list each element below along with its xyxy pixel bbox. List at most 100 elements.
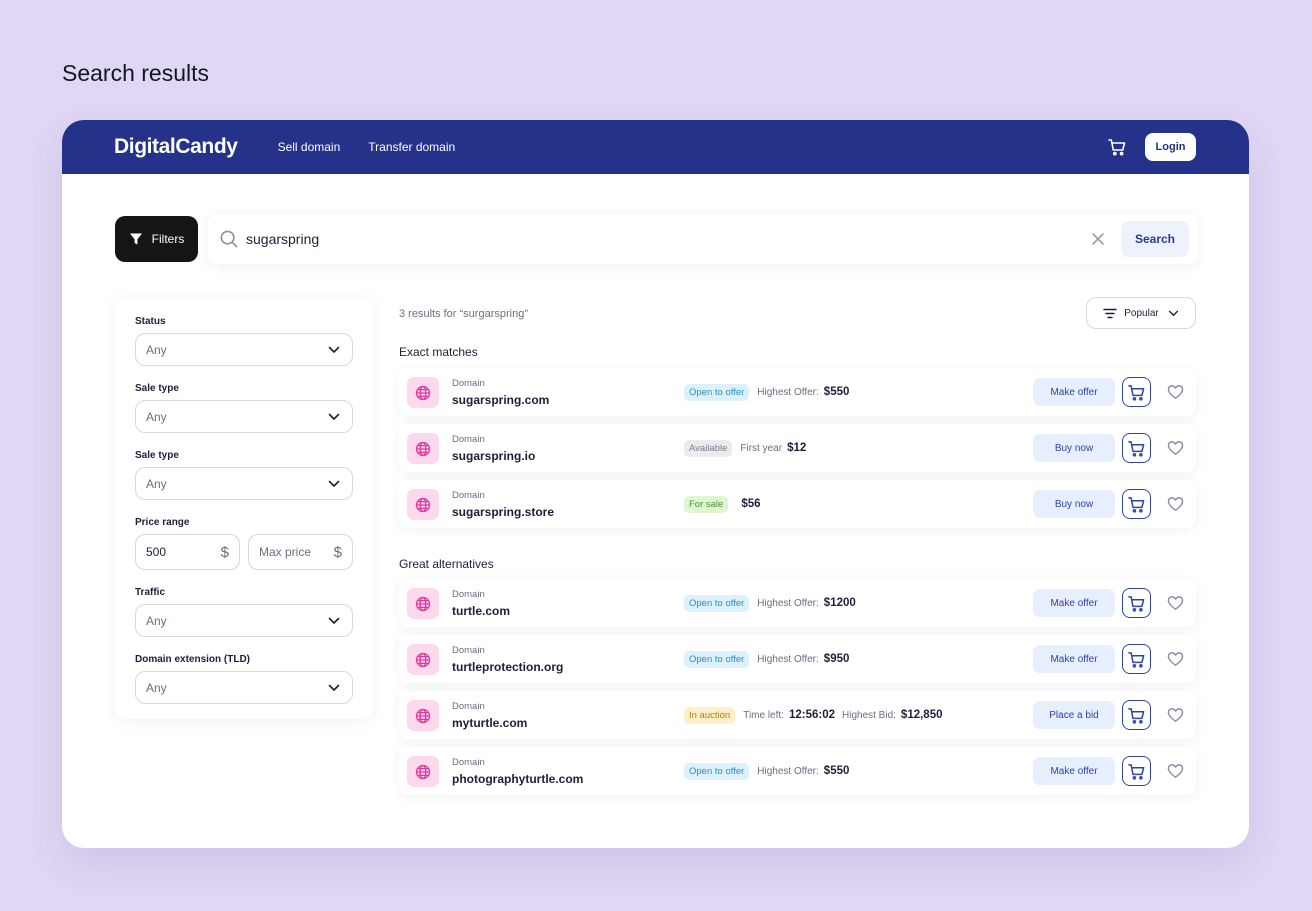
domain-name[interactable]: myturtle.com xyxy=(452,716,528,730)
add-to-cart-button[interactable] xyxy=(1122,489,1151,519)
favorite-heart-icon[interactable] xyxy=(1167,595,1184,611)
filters-label: Filters xyxy=(151,232,185,246)
domain-name[interactable]: sugarspring.com xyxy=(452,393,550,407)
secondary-label: Highest Bid: xyxy=(842,709,896,721)
great-alternatives-title: Great alternatives xyxy=(399,557,494,571)
favorite-heart-icon[interactable] xyxy=(1167,707,1184,723)
price-value: $56 xyxy=(741,498,761,510)
domain-meta: Available First year $12 xyxy=(684,424,806,472)
min-price-input[interactable]: 500 $ xyxy=(135,534,240,570)
page-title: Search results xyxy=(62,60,210,86)
app-window: DigitalCandy Sell domain Transfer domain… xyxy=(62,120,1249,848)
dollar-icon: $ xyxy=(333,543,342,561)
clear-search-icon[interactable] xyxy=(1091,232,1105,246)
domain-name[interactable]: photographyturtle.com xyxy=(452,772,584,786)
sale-type-select[interactable]: Any xyxy=(135,400,353,433)
domain-label: Domain xyxy=(452,645,485,656)
domain-action-button[interactable]: Make offer xyxy=(1033,378,1115,406)
search-icon xyxy=(219,229,239,249)
search-input[interactable] xyxy=(246,231,1066,247)
globe-icon xyxy=(407,588,439,619)
domain-result-row[interactable]: Domain photographyturtle.com Open to offer… xyxy=(399,747,1196,795)
top-navbar: DigitalCandy Sell domain Transfer domain… xyxy=(62,120,1249,174)
sale-type-2-select-value: Any xyxy=(146,476,167,491)
domain-meta: Open to offer Highest Offer: $550 xyxy=(684,368,849,416)
cart-icon xyxy=(1128,595,1145,612)
domain-action-button[interactable]: Make offer xyxy=(1033,645,1115,673)
domain-name[interactable]: sugarspring.store xyxy=(452,505,555,519)
domain-result-row[interactable]: Domain sugarspring.store For sale $56 Buy no… xyxy=(399,480,1196,528)
price-label: Highest Offer: xyxy=(757,597,819,609)
nav-transfer-domain[interactable]: Transfer domain xyxy=(368,140,456,154)
price-label: Highest Offer: xyxy=(757,386,819,398)
globe-icon xyxy=(407,433,439,464)
domain-action-button[interactable]: Place a bid xyxy=(1033,701,1115,729)
globe-icon xyxy=(407,700,439,731)
domain-label: Domain xyxy=(452,757,485,768)
favorite-heart-icon[interactable] xyxy=(1167,440,1184,456)
nav-sell-domain[interactable]: Sell domain xyxy=(277,140,341,154)
dollar-icon: $ xyxy=(220,543,229,561)
domain-label: Domain xyxy=(452,378,485,389)
traffic-select-value: Any xyxy=(146,613,167,628)
domain-action-button[interactable]: Buy now xyxy=(1033,490,1115,518)
domain-action-button[interactable]: Make offer xyxy=(1033,757,1115,785)
favorite-heart-icon[interactable] xyxy=(1167,651,1184,667)
domain-action-button[interactable]: Buy now xyxy=(1033,434,1115,462)
domain-name[interactable]: sugarspring.io xyxy=(452,449,536,463)
min-price-value: 500 xyxy=(146,545,167,559)
price-value: $950 xyxy=(823,653,850,665)
domain-meta: Open to offer Highest Offer: $950 xyxy=(684,635,849,683)
status-select[interactable]: Any xyxy=(135,333,353,366)
logo[interactable]: DigitalCandy xyxy=(114,135,238,158)
domain-label: Domain xyxy=(452,701,485,712)
add-to-cart-button[interactable] xyxy=(1122,588,1151,618)
price-value: $1200 xyxy=(823,597,856,609)
status-badge: Available xyxy=(684,439,733,457)
cart-icon[interactable] xyxy=(1107,137,1127,157)
filters-button[interactable]: Filters xyxy=(115,216,198,262)
status-filter-label: Status xyxy=(135,316,166,327)
max-price-input[interactable]: Max price $ xyxy=(248,534,353,570)
sort-dropdown[interactable]: Popular xyxy=(1086,297,1196,329)
domain-result-row[interactable]: Domain myturtle.com In auction Time left: 12… xyxy=(399,691,1196,739)
add-to-cart-button[interactable] xyxy=(1122,700,1151,730)
price-value: $12 xyxy=(787,442,807,454)
add-to-cart-button[interactable] xyxy=(1122,377,1151,407)
domain-name[interactable]: turtleprotection.org xyxy=(452,660,564,674)
favorite-heart-icon[interactable] xyxy=(1167,384,1184,400)
domain-result-row[interactable]: Domain sugarspring.com Open to offer Highes… xyxy=(399,368,1196,416)
chevron-down-icon xyxy=(328,346,340,353)
tld-select[interactable]: Any xyxy=(135,671,353,704)
status-badge: In auction xyxy=(684,706,736,724)
status-badge: Open to offer xyxy=(684,383,750,401)
add-to-cart-button[interactable] xyxy=(1122,433,1151,463)
cart-icon xyxy=(1128,707,1145,724)
domain-result-row[interactable]: Domain turtleprotection.org Open to offer H… xyxy=(399,635,1196,683)
favorite-heart-icon[interactable] xyxy=(1167,496,1184,512)
globe-icon xyxy=(407,644,439,675)
domain-name[interactable]: turtle.com xyxy=(452,604,511,618)
add-to-cart-button[interactable] xyxy=(1122,756,1151,786)
search-button[interactable]: Search xyxy=(1121,221,1189,257)
traffic-select[interactable]: Any xyxy=(135,604,353,637)
secondary-value: $12,850 xyxy=(900,709,943,721)
globe-icon xyxy=(407,756,439,787)
domain-action-button[interactable]: Make offer xyxy=(1033,589,1115,617)
filters-sidebar: Status Any Sale type Any Sale type Any P… xyxy=(115,297,373,719)
favorite-heart-icon[interactable] xyxy=(1167,763,1184,779)
add-to-cart-button[interactable] xyxy=(1122,644,1151,674)
tld-select-value: Any xyxy=(146,680,167,695)
domain-label: Domain xyxy=(452,434,485,445)
sort-icon xyxy=(1103,308,1117,319)
login-button[interactable]: Login xyxy=(1145,133,1196,161)
chevron-down-icon xyxy=(328,617,340,624)
sale-type-2-select[interactable]: Any xyxy=(135,467,353,500)
domain-result-row[interactable]: Domain sugarspring.io Available First year $… xyxy=(399,424,1196,472)
sale-type-2-filter-label: Sale type xyxy=(135,450,179,461)
cart-icon xyxy=(1128,496,1145,513)
price-label: Time left: xyxy=(743,709,784,721)
domain-label: Domain xyxy=(452,589,485,600)
domain-result-row[interactable]: Domain turtle.com Open to offer Highest Off… xyxy=(399,579,1196,627)
domain-meta: Open to offer Highest Offer: $550 xyxy=(684,747,849,795)
